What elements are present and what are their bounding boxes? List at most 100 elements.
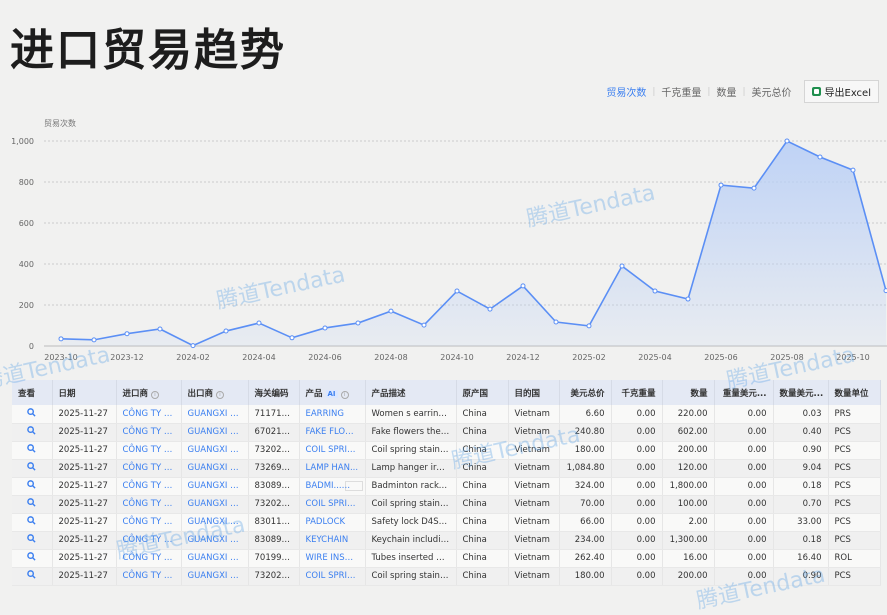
column-header: 目的国 xyxy=(508,380,560,405)
table-row[interactable]: 2025-11-27 CÔNG TY C... GUANGXI PI... 73269… xyxy=(12,459,881,478)
search-icon[interactable] xyxy=(27,480,36,492)
table-row[interactable]: 2025-11-27 CÔNG TY C... GUANGXI PI... 73202… xyxy=(12,495,881,514)
exporter-cell[interactable]: GUANGXI PI... xyxy=(181,423,249,442)
info-icon[interactable]: i xyxy=(151,390,160,399)
x-tick-label: 2023-12 xyxy=(110,353,143,362)
importer-cell[interactable]: CÔNG TY C... xyxy=(116,459,182,478)
exporter-cell[interactable]: GUANGXI PI... xyxy=(181,549,249,568)
destination-country-cell: Vietnam xyxy=(508,513,560,532)
weight-kg-cell: 0.00 xyxy=(611,405,663,424)
product-cell[interactable]: PADLOCK xyxy=(299,513,366,532)
quantity: 200.00 xyxy=(677,445,708,455)
weight-kg: 0.00 xyxy=(636,535,656,545)
weight-kg-cell: 0.00 xyxy=(611,513,663,532)
product-cell[interactable]: EARRING xyxy=(299,405,366,424)
data-point xyxy=(520,283,526,289)
table-row[interactable]: 2025-11-27 CÔNG TY C... GUANGXI PI... 83089… xyxy=(12,477,881,496)
data-point xyxy=(487,306,493,312)
data-point xyxy=(322,325,328,331)
search-icon[interactable] xyxy=(27,407,36,420)
product-cell[interactable]: KEYCHAIN xyxy=(299,531,366,550)
search-icon[interactable] xyxy=(27,498,36,510)
exporter-cell[interactable]: GUANGXI PI... xyxy=(181,495,249,514)
quantity-usd-price-cell: 33.00 xyxy=(773,513,829,532)
weight-usd-price: 0.00 xyxy=(747,408,767,419)
info-icon[interactable]: i xyxy=(216,390,225,399)
y-tick-label: 400 xyxy=(19,260,34,269)
column-header: 美元总价 xyxy=(559,380,612,405)
trade-records-table: 查看 日期 进口商 i 出口商 i 海关编码 产品 AI i 产品描述 原产国 目的国 美元总价 千克重量数… xyxy=(12,380,881,586)
importer-cell[interactable]: CÔNG TY C... xyxy=(116,477,182,496)
table-row[interactable]: 2025-11-27 CÔNG TY C... GUANGXI PI... 73202… xyxy=(12,567,881,586)
product-cell[interactable]: LAMP HAN... xyxy=(299,459,366,478)
search-icon[interactable] xyxy=(27,516,36,528)
exporter-cell[interactable]: GUANGXI PI... xyxy=(181,531,249,550)
date: 2025-11-27 xyxy=(58,463,108,473)
hs-code-cell: 73202090 xyxy=(248,441,300,460)
table-row[interactable]: 2025-11-27 CÔNG TY C... GUANGXI PI... 83011… xyxy=(12,513,881,532)
exporter: GUANGXI PI... xyxy=(187,535,246,545)
quantity: 2.00 xyxy=(688,517,708,527)
table-row[interactable]: 2025-11-27 CÔNG TY C... GUANGXI PI... 70199… xyxy=(12,549,881,568)
importer-cell[interactable]: CÔNG TY C... xyxy=(116,567,182,586)
exporter-cell[interactable]: GUANGXI PI... xyxy=(181,405,249,424)
tab-quantity[interactable]: 数量 xyxy=(716,88,737,99)
tab-weight-kg[interactable]: 千克重量 xyxy=(661,88,702,99)
product-cell[interactable]: WIRE INSUL... xyxy=(299,549,366,568)
search-icon[interactable] xyxy=(27,426,36,438)
search-icon[interactable] xyxy=(27,534,36,546)
importer-cell[interactable]: CÔNG TY C... xyxy=(116,549,182,568)
search-icon[interactable] xyxy=(27,462,36,474)
quantity-unit: PCS xyxy=(834,571,851,581)
view-cell xyxy=(12,441,53,460)
importer-cell[interactable]: CÔNG TY C... xyxy=(116,423,182,442)
x-tick-label: 2025-04 xyxy=(638,353,671,362)
quantity-unit-cell: PCS xyxy=(828,459,881,478)
product-cell[interactable]: COIL SPRING xyxy=(299,495,366,514)
table-row[interactable]: 2025-11-27 CÔNG TY C... GUANGXI PI... 73202… xyxy=(12,441,881,460)
column-header: 查看 xyxy=(12,380,53,405)
importer-cell[interactable]: CÔNG TY C... xyxy=(116,441,182,460)
quantity-usd-price: 0.90 xyxy=(802,445,822,455)
destination-country: Vietnam xyxy=(514,535,550,545)
product-cell[interactable]: COIL SPRING xyxy=(299,441,366,460)
exporter-cell[interactable]: GUANGXI PI... xyxy=(181,477,249,496)
data-point xyxy=(718,182,724,188)
search-icon[interactable] xyxy=(27,570,36,582)
product-description: Women s earrings s... xyxy=(371,408,456,419)
date: 2025-11-27 xyxy=(58,445,108,455)
export-excel-button[interactable]: 导出Excel xyxy=(803,80,879,103)
table-row[interactable]: 2025-11-27 CÔNG TY C... GUANGXI PI... 83089… xyxy=(12,531,881,550)
product-cell[interactable]: COIL SPRING xyxy=(299,567,366,586)
exporter-cell[interactable]: GUANGXI PI... xyxy=(181,441,249,460)
product-cell[interactable]: BADMI... + 1 xyxy=(299,477,366,496)
weight-kg: 0.00 xyxy=(636,517,656,527)
weight-usd-price-cell: 0.00 xyxy=(714,495,774,514)
search-icon[interactable] xyxy=(27,444,36,456)
product: LAMP HAN... xyxy=(305,463,359,473)
tab-trade-count[interactable]: 贸易次数 xyxy=(606,88,647,99)
data-point xyxy=(256,320,262,326)
table-row[interactable]: 2025-11-27 CÔNG TY C... GUANGXI PI... 67021… xyxy=(12,423,881,442)
importer-cell[interactable]: CÔNG TY C... xyxy=(116,513,182,532)
importer-cell[interactable]: CÔNG TY C... xyxy=(116,531,182,550)
info-icon[interactable]: i xyxy=(340,390,349,399)
origin-country: China xyxy=(462,427,487,437)
importer: CÔNG TY C... xyxy=(122,408,178,419)
product-cell[interactable]: FAKE FLOWER xyxy=(299,423,366,442)
importer-cell[interactable]: CÔNG TY C... xyxy=(116,495,182,514)
quantity-unit: PCS xyxy=(834,517,851,527)
exporter-cell[interactable]: GUANGXI PI... xyxy=(181,513,249,532)
usd-total-cell: 70.00 xyxy=(559,495,612,514)
search-icon[interactable] xyxy=(27,552,36,564)
product-description-cell: Tubes inserted wire... xyxy=(365,549,457,568)
quantity-usd-price-cell: 0.90 xyxy=(773,441,829,460)
importer-cell[interactable]: CÔNG TY C... xyxy=(116,405,182,424)
quantity-unit-cell: PCS xyxy=(828,423,881,442)
destination-country-cell: Vietnam xyxy=(508,423,560,442)
table-row[interactable]: 2025-11-27 CÔNG TY C... GUANGXI PI... 71171… xyxy=(12,405,881,424)
exporter-cell[interactable]: GUANGXI PI... xyxy=(181,567,249,586)
exporter-cell[interactable]: GUANGXI PI... xyxy=(181,459,249,478)
tab-usd-total[interactable]: 美元总价 xyxy=(751,88,792,99)
usd-total-cell: 324.00 xyxy=(559,477,612,496)
